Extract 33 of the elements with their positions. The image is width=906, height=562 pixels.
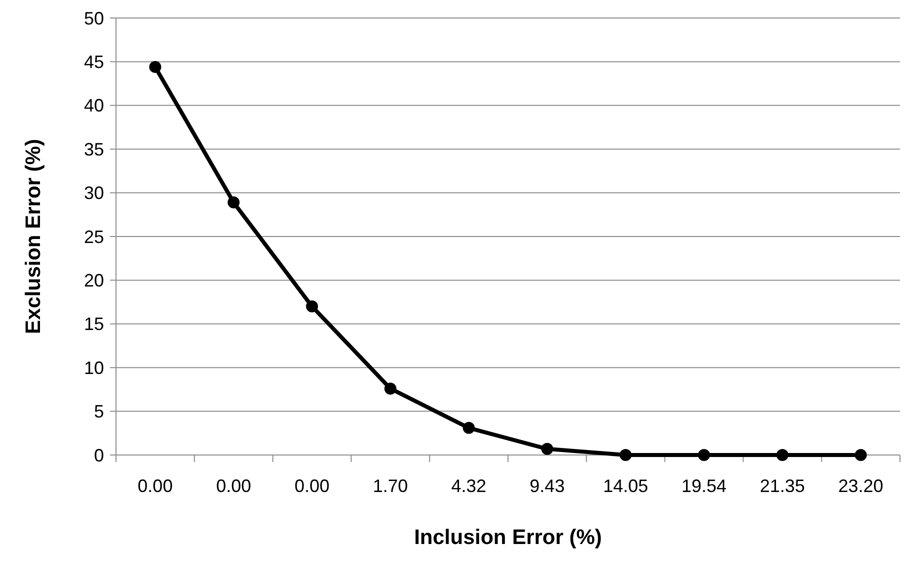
point [620,449,632,461]
x-tick-label: 21.35 [760,476,805,496]
x-tick-label: 19.54 [681,476,727,496]
point [149,60,162,73]
y-tick-label: 50 [84,8,104,28]
x-tick-label: 1.70 [372,476,408,496]
y-tick-label: 5 [94,402,104,422]
x-tick-label: 0.00 [216,476,252,496]
y-tick-label: 35 [84,139,104,160]
point [776,449,788,461]
x-axis-title: Inclusion Error (%) [414,526,602,549]
point [306,300,318,312]
point [384,382,396,395]
y-tick-label: 25 [84,226,104,247]
y-tick-label: 20 [84,270,104,290]
x-tick-label: 0.00 [138,476,173,496]
point [698,449,710,461]
x-tick-label: 14.05 [603,476,648,496]
x-tick-label: 0.00 [294,476,330,496]
y-tick-label: 45 [84,52,104,72]
y-axis-title: Exclusion Error (%) [22,139,45,334]
y-tick-label: 30 [84,183,104,204]
x-tick-label: 4.32 [451,476,486,496]
x-tick-label: 23.20 [838,476,884,496]
point [462,422,475,434]
point [854,449,867,461]
x-tick-label: 9.43 [530,476,565,496]
y-tick-label: 10 [84,358,104,378]
y-tick-label: 0 [94,445,104,466]
point [541,442,554,455]
y-tick-label: 15 [84,314,104,334]
y-tick-label: 40 [84,96,104,116]
point [228,196,240,208]
